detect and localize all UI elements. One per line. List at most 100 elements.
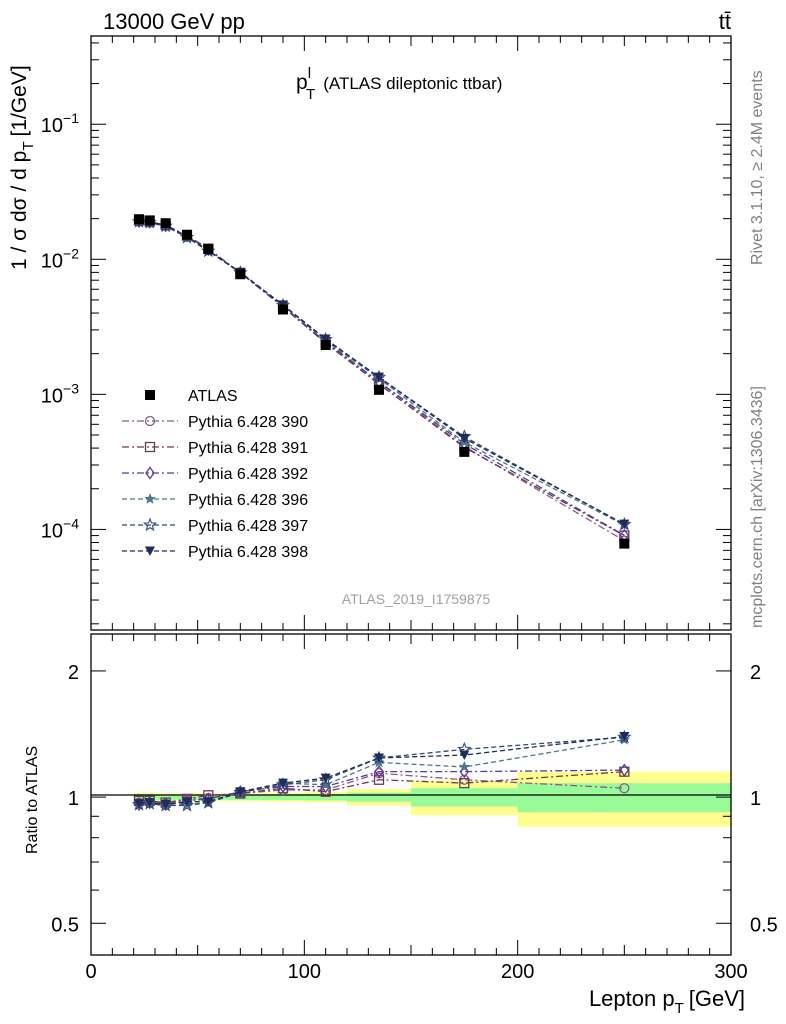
y-tick-label: 10−3 [41,380,79,407]
main-axis-ticks: 10−410−310−210−1 [41,36,732,630]
atlas-data-point [134,214,144,225]
ratio-series-marker-5 [182,797,192,807]
y-tick-label: 10−1 [41,110,79,137]
ratio-series-marker-4 [179,797,195,812]
main-plot-panel: 10−410−310−210−1 pl T(ATLAS dileptonic tt… [8,35,732,631]
legend-label-3: Pythia 6.428 396 [188,492,308,509]
atlas-data-point [374,384,384,395]
legend-label-atlas: ATLAS [188,388,238,405]
legend-marker-atlas [145,390,155,400]
ratio-series-marker-5 [374,753,384,763]
ratio-band-inner [347,792,411,802]
energy-label: 13000 GeV pp [103,9,245,34]
series-marker-5 [320,334,331,344]
ratio-series-line-1 [139,771,625,804]
atlas-data-point [320,339,331,350]
watermark-label: ATLAS_2019_I1759875 [342,591,491,607]
process-label: tt̄ [719,9,731,34]
ratio-band-inner [176,794,198,800]
series-marker-5 [374,372,384,383]
legend-marker-5 [145,546,155,556]
source-label: mcplots.cern.ch [arXiv:1306.3436] [749,386,766,628]
series-marker-5 [619,519,630,530]
y-tick-label-mantissa: 10 [41,250,63,272]
legend-label-1: Pythia 6.428 391 [188,440,308,457]
x-tick-label: 200 [501,961,534,983]
ratio-series-marker-5 [144,798,155,808]
plot-title: pl T (ATLAS dileptonic ttbar) [296,65,502,103]
atlas-data-point [459,446,470,457]
ratio-plot-panel: 0.5 0.5 1 1 2 2 0 100 200 300 Ratio to ATLAS Lept… [24,633,778,1017]
plot-title-main: p [296,71,308,94]
legend-marker-1 [144,441,156,453]
ratio-band-inner [304,793,347,801]
y-tick-label-exponent: −2 [63,245,79,261]
ratio-series-line-4 [138,736,625,807]
legend-marker-4 [142,517,158,532]
x-axis-label-main: Lepton p [589,986,675,1011]
y-tick-label-exponent: −4 [63,515,79,531]
legend: ATLAS Pythia 6.428 390 Pythia 6.428 391 Pyt… [122,388,308,561]
atlas-data-point [144,215,155,226]
ratio-series-marker-1 [373,774,385,785]
plot-title-subscript: T [306,86,315,103]
y-tick-label: 10−2 [41,245,79,272]
legend-marker-0 [144,415,156,427]
atlas-data-point [182,229,192,240]
legend-label-4: Pythia 6.428 397 [188,518,308,535]
ratio-band-inner [411,788,518,807]
ratio-y-tick-label-left: 2 [68,662,79,684]
ratio-series-group [131,729,632,812]
atlas-data-points [134,214,630,549]
ratio-series-marker-5 [619,732,630,742]
plot-title-superscript: l [308,65,311,82]
ratio-series-marker-5 [235,787,246,797]
ratio-band-inner [261,794,305,801]
y-tick-label: 10−4 [41,515,79,542]
ratio-band-inner [517,783,731,813]
ratio-series-line-3 [138,739,625,807]
atlas-data-point [160,218,171,229]
ratio-series-marker-3 [319,778,332,790]
legend-marker-3 [144,492,156,505]
ratio-series-line-5 [138,735,625,806]
y-axis-label: 1 / σ dσ / d pT [1/GeV] [8,65,37,270]
y-axis-label-main: 1 / σ dσ / d p [8,151,31,270]
x-axis-label-unit: [GeV] [689,986,745,1011]
ratio-y-axis-label: Ratio to ATLAS [24,746,41,854]
y-tick-label-mantissa: 10 [41,520,63,542]
legend-label-5: Pythia 6.428 398 [188,544,308,561]
ratio-series-marker-0 [619,783,630,794]
atlas-data-point [235,269,246,280]
atlas-data-point [619,538,630,549]
y-axis-label-subscript: T [20,142,37,151]
x-axis-label-subscript: T [675,1000,684,1017]
y-tick-label-exponent: −3 [63,380,79,396]
ratio-series-marker-3 [458,760,471,773]
x-axis-label: Lepton pT [GeV] [589,986,745,1017]
ratio-series-marker-1 [459,777,470,789]
ratio-y-tick-label-right: 2 [750,662,761,684]
y-axis-label-unit: [1/GeV] [8,65,31,136]
rivet-label: Rivet 3.1.10, ≥ 2.4M events [749,70,766,265]
ratio-series-marker-5 [203,797,214,807]
ratio-band-inner [155,794,177,800]
ratio-y-tick-label-left: 0.5 [51,914,79,936]
y-tick-label-exponent: −1 [63,110,79,126]
atlas-data-point [278,304,288,315]
ratio-series-marker-5 [160,800,171,810]
ratio-plot-frame [90,633,732,956]
ratio-series-marker-2 [619,763,630,777]
ratio-y-tick-label-left: 1 [68,788,79,810]
ratio-series-marker-5 [459,750,470,761]
y-tick-label-mantissa: 10 [41,385,63,407]
y-tick-label-mantissa: 10 [41,115,63,137]
ratio-series-marker-2 [374,765,384,779]
legend-marker-2 [145,466,155,480]
ratio-series-marker-5 [320,773,331,784]
main-plot-frame [90,35,732,631]
atlas-data-point [203,244,214,255]
series-marker-5 [459,433,470,444]
ratio-series-marker-5 [278,778,288,789]
